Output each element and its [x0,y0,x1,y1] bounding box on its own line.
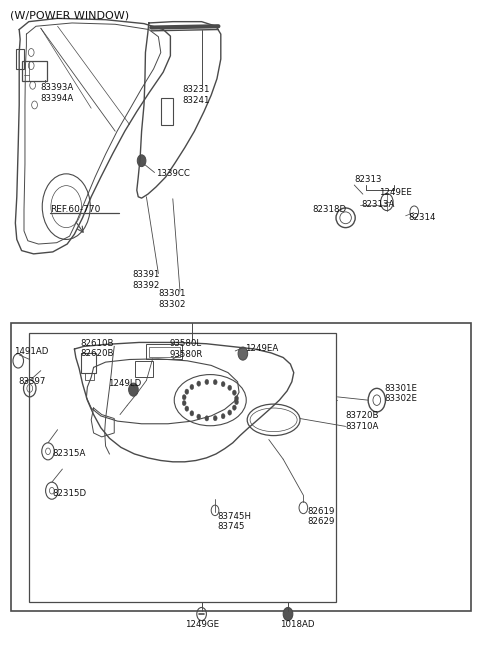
Text: REF.60-770: REF.60-770 [50,205,101,214]
Text: 82314: 82314 [408,213,435,222]
Bar [81,353,96,373]
Circle shape [221,413,225,419]
Text: 83391
83392: 83391 83392 [132,270,160,290]
Circle shape [190,384,194,390]
Text: 82315A: 82315A [53,449,86,459]
Bar [29,333,336,602]
Text: 82610B
82620B: 82610B 82620B [81,338,114,358]
Circle shape [283,607,293,621]
Text: 82313: 82313 [354,175,382,184]
Text: 83745H
83745: 83745H 83745 [217,512,251,531]
Bar [135,361,153,377]
Circle shape [182,395,186,400]
Text: 83397: 83397 [18,377,46,386]
Text: 83720B
83710A: 83720B 83710A [346,411,379,431]
Text: (W/POWER WINDOW): (W/POWER WINDOW) [10,10,129,20]
Circle shape [185,406,189,411]
Circle shape [228,410,232,415]
Text: 1491AD: 1491AD [14,347,49,356]
Bar [146,344,182,359]
Text: 82313A: 82313A [361,200,395,209]
Text: 82619
82629: 82619 82629 [307,506,335,526]
Circle shape [235,400,239,405]
Text: 1249GE: 1249GE [185,620,219,629]
Text: 1249EE: 1249EE [379,188,412,197]
Bar [22,61,47,81]
Circle shape [185,389,189,394]
Circle shape [213,415,217,420]
Circle shape [205,379,209,384]
Circle shape [238,347,248,360]
Circle shape [190,411,194,416]
Bar [149,347,180,357]
Circle shape [228,385,232,390]
Circle shape [197,414,201,419]
Bar [161,98,173,125]
Text: 1249EA: 1249EA [245,344,278,354]
Text: 82318D: 82318D [312,205,346,215]
Circle shape [137,155,146,167]
Circle shape [129,383,138,396]
Circle shape [213,380,217,385]
Circle shape [221,382,225,387]
Text: 1249LD: 1249LD [108,379,141,388]
Bar [11,323,471,611]
Circle shape [232,405,236,410]
Text: 93580L
93580R: 93580L 93580R [169,339,203,359]
Text: 83301E
83302E: 83301E 83302E [384,384,417,403]
Circle shape [235,396,239,401]
Bar [85,373,94,380]
Text: 1339CC: 1339CC [156,169,190,178]
Text: 82315D: 82315D [53,489,87,498]
Text: 83231
83241: 83231 83241 [182,85,210,105]
Circle shape [232,390,236,396]
Text: 83301
83302: 83301 83302 [158,289,186,309]
Text: 1018AD: 1018AD [280,620,314,629]
Circle shape [182,400,186,405]
Text: 83393A
83394A: 83393A 83394A [41,83,74,103]
Circle shape [205,416,209,421]
Circle shape [197,381,201,386]
